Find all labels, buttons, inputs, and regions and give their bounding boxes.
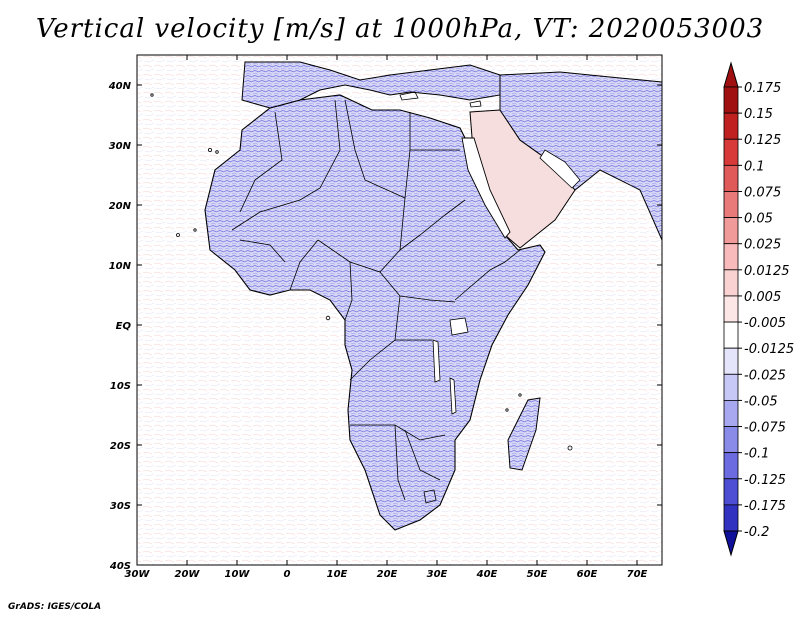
lat-tick-label: 10S: [110, 381, 131, 392]
colorbar-swatch: [723, 86, 739, 114]
colorbar-label: -0.175: [744, 499, 786, 514]
colorbar-swatch: [723, 191, 739, 218]
lon-tick-label: 70E: [627, 569, 648, 580]
country-borders: [231, 99, 521, 501]
colorbar-label: 0.125: [744, 133, 781, 148]
europe-landmass: [241, 61, 501, 109]
lake-tanganyika: [432, 339, 441, 383]
colorbar-label: 0.05: [744, 212, 773, 227]
lon-tick-label: 60E: [577, 569, 598, 580]
lon-tick-label: 20W: [175, 569, 201, 580]
lat-tick-label: 20S: [110, 441, 131, 452]
lesotho: [423, 489, 437, 504]
lon-tick-label: 30E: [427, 569, 448, 580]
colorbar-label: -0.025: [744, 368, 786, 383]
lat-tick-label: 30N: [109, 141, 132, 152]
islands: [150, 91, 573, 451]
colorbar-swatch: [723, 321, 739, 349]
colorbar-top-arrow: [723, 61, 739, 88]
lat-tick-label: 10N: [109, 261, 132, 272]
colorbar-swatch: [723, 400, 739, 427]
colorbar-label: 0.025: [744, 238, 781, 253]
lon-tick-label: 10E: [327, 569, 348, 580]
lat-tick-label: 40S: [109, 561, 131, 572]
red-sea: [461, 137, 511, 239]
colorbar-swatch: [723, 426, 739, 454]
lon-tick-label: 50E: [527, 569, 548, 580]
lon-tick-label: 30W: [125, 569, 151, 580]
lake-victoria: [449, 317, 469, 336]
colorbar-label: 0.15: [744, 107, 773, 122]
chart-title: Vertical velocity [m/s] at 1000hPa, VT: …: [35, 14, 765, 44]
colorbar-label: -0.05: [744, 394, 778, 409]
colorbar-label: -0.2: [744, 525, 769, 540]
colorbar-label: 0.175: [744, 81, 781, 96]
colorbar-swatch: [723, 138, 739, 166]
colorbar-label: 0.1: [744, 159, 765, 174]
colorbar-label: -0.0125: [744, 342, 794, 357]
middle-east-landmass: [499, 71, 662, 241]
lat-tick-label: 40N: [108, 81, 132, 92]
colorbar-swatch: [723, 243, 739, 271]
colorbar-label: -0.075: [744, 421, 786, 436]
colorbar-swatch: [723, 164, 739, 192]
lat-tick-label: 20N: [109, 201, 132, 212]
madagascar: [507, 397, 541, 471]
colorbar-swatch: [723, 478, 739, 506]
colorbar-swatch: [723, 269, 739, 297]
colorbar-swatch: [723, 504, 739, 532]
colorbar-label: 0.005: [744, 290, 781, 305]
lake-malawi: [449, 377, 457, 415]
colorbar: 0.175 0.15 0.125 0.1 0.075 0.05 0.025 0.0125 0.0…: [723, 61, 794, 557]
lon-tick-label: 0: [284, 569, 291, 580]
lon-tick-label: 20E: [377, 569, 398, 580]
colorbar-swatch: [723, 112, 739, 140]
colorbar-label: 0.075: [744, 185, 781, 200]
lat-tick-label: 30S: [110, 501, 131, 512]
colorbar-swatch: [723, 217, 739, 245]
lat-tick-label: EQ: [116, 321, 132, 332]
colorbar-bottom-arrow: [723, 530, 739, 557]
colorbar-label: -0.125: [744, 473, 786, 488]
colorbar-swatch: [723, 347, 739, 375]
axis-ticks: 30W 20W 10W 0 10E 20E 30E 40E 50E 60E 70E 40N 30N 20N…: [108, 55, 662, 580]
lon-tick-label: 10W: [225, 569, 251, 580]
persian-gulf: [539, 149, 581, 189]
colorbar-swatch: [723, 373, 739, 401]
colorbar-label: -0.1: [744, 447, 769, 462]
colorbar-label: -0.005: [744, 316, 786, 331]
colorbar-swatch: [723, 295, 739, 323]
colorbar-swatch: [723, 452, 739, 480]
plot-frame: [136, 54, 663, 566]
grads-credit: GrADS: IGES/COLA: [8, 602, 102, 612]
colorbar-label: 0.0125: [744, 264, 790, 279]
lon-tick-label: 40E: [476, 569, 498, 580]
